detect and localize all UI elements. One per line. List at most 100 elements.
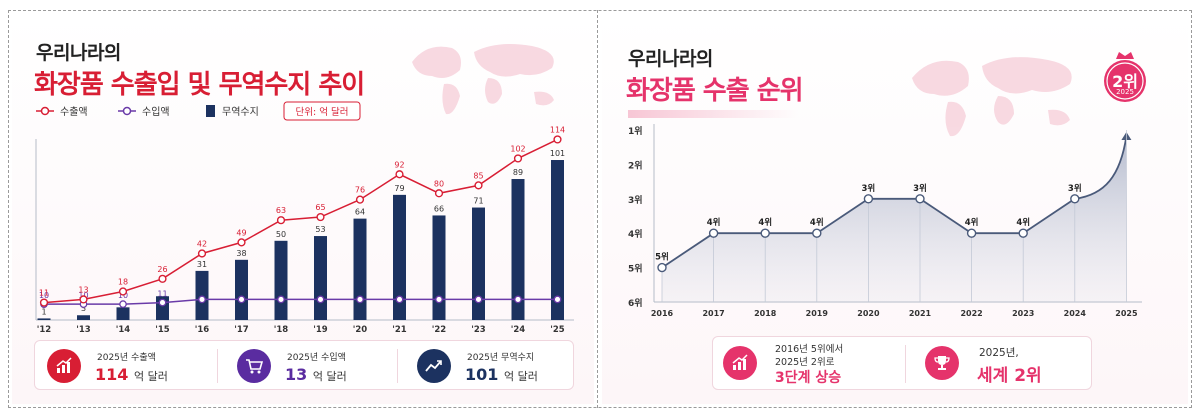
legend-balance: 무역수지 [222, 106, 259, 118]
rise-line2: 2025년 2위로 [775, 357, 835, 368]
import-point [237, 295, 246, 304]
bar-trade-balance [511, 179, 525, 320]
rank-panel: 우리나라의 화장품 수출 순위 1위 2위 3위 4위 5위 6위 2016 2017 2018… [602, 14, 1188, 404]
rank-point [657, 262, 667, 273]
badge-year: 2025 [1116, 88, 1134, 96]
bar-label: 101 [550, 149, 565, 158]
export-label: 26 [157, 265, 167, 274]
title-line1: 우리나라의 [628, 48, 713, 70]
export-line [43, 138, 558, 304]
bar-label: 71 [473, 197, 483, 206]
trade-panel: 우리나라의 화장품 수출입 및 무역수지 추이 수출액 수입액 무역수지 단위:… [12, 14, 594, 404]
x-tick-label: 2021 [909, 309, 932, 318]
export-point [316, 212, 325, 222]
bar-label: 66 [434, 204, 444, 213]
x-tick-label: '19 [313, 325, 328, 335]
bar-trade-balance [116, 307, 130, 320]
x-tick-label: '12 [37, 325, 52, 335]
balance-summary-label: 2025년 무역수지 [467, 353, 535, 363]
trade-chart: 1 '12 3 '13 '14 '15 31 '16 38 '17 50 '18 53 '19 64 '20 7… [35, 125, 574, 335]
title-underline [628, 110, 798, 118]
world-map-decoration [912, 57, 1072, 137]
rank-point [1018, 228, 1028, 238]
import-line [44, 298, 558, 305]
bar-label: 1 [41, 307, 46, 316]
import-point [119, 300, 127, 309]
export-point [553, 135, 562, 144]
x-tick-label: '15 [155, 325, 170, 335]
growth-chart-icon [723, 346, 757, 380]
y-tick-label: 5위 [628, 263, 643, 275]
crown-icon [1116, 52, 1134, 59]
bar-trade-balance [432, 215, 446, 320]
export-label: 65 [315, 203, 325, 212]
import-point [158, 298, 167, 307]
rank-badge: 2위 2025 [1102, 50, 1148, 104]
import-point [277, 295, 285, 304]
rank-label: 4위 [965, 217, 979, 228]
world-map-decoration [412, 44, 554, 115]
x-tick-label: 2019 [806, 309, 829, 318]
import-summary-label: 2025년 수입액 [287, 353, 346, 363]
cart-icon [237, 349, 271, 383]
rank-label: 3위 [913, 183, 927, 194]
x-tick-label: 2016 [651, 309, 674, 318]
x-tick-label: '21 [392, 325, 407, 335]
x-tick-label: '14 [116, 325, 131, 335]
x-tick-label: '16 [195, 325, 210, 335]
bar-trade-balance [195, 270, 209, 320]
rank-line [661, 135, 1128, 269]
bar-trade-balance [353, 218, 367, 320]
summary-separator [397, 349, 398, 383]
world-rank-value: 세계 2위 [977, 366, 1042, 386]
rank-point [708, 228, 719, 238]
page-title: 화장품 수출입 및 무역수지 추이 [34, 70, 365, 100]
bar-label: 50 [276, 230, 286, 239]
rank-label: 4위 [758, 217, 772, 228]
export-label: 11 [39, 289, 49, 298]
rank-point [915, 194, 925, 204]
bar-label: 79 [394, 184, 404, 193]
rank-label: 5위 [655, 252, 669, 263]
export-point [197, 249, 207, 258]
import-point [356, 295, 364, 304]
page-title: 화장품 수출 순위 [626, 76, 804, 106]
badge-rank: 2위 [1112, 72, 1138, 91]
unit-label: 단위: 억 달러 [296, 106, 349, 118]
export-label: 42 [197, 239, 207, 248]
export-point [79, 295, 88, 304]
export-point [474, 181, 483, 190]
export-point [118, 287, 128, 296]
rank-point [812, 228, 822, 238]
trophy-icon [925, 346, 959, 380]
x-tick-label: 2022 [960, 309, 982, 318]
bar-label: 89 [513, 168, 523, 177]
rank-point [1070, 194, 1080, 204]
export-point [158, 274, 167, 283]
bar-label: 31 [197, 260, 207, 269]
x-tick-label: '24 [511, 325, 526, 335]
chart-legend: 수출액 수입액 무역수지 단위: 억 달러 [36, 101, 361, 121]
x-tick-label: '22 [432, 325, 447, 335]
rank-label: 4위 [707, 217, 721, 228]
title-line1: 우리나라의 [36, 42, 121, 64]
export-point [513, 154, 523, 163]
x-tick-label: '18 [274, 325, 289, 335]
trend-up-icon [417, 349, 451, 383]
x-tick-label: 2023 [1012, 309, 1034, 318]
import-label: 10 [118, 291, 128, 300]
bar-label: 38 [236, 249, 246, 258]
export-label: 49 [236, 228, 246, 237]
import-label: 10 [39, 291, 49, 300]
summary-separator [217, 349, 218, 383]
x-tick-label: 2025 [1115, 309, 1138, 318]
import-point [553, 295, 562, 304]
x-tick-label: '23 [471, 325, 486, 335]
rank-label: 4위 [1016, 217, 1030, 228]
export-point [39, 298, 49, 307]
y-tick-label: 2위 [628, 159, 643, 171]
outer-frame [8, 10, 1192, 408]
x-tick-label: '13 [76, 325, 91, 335]
export-label: 18 [118, 277, 128, 286]
world-rank-label: 2025년, [979, 347, 1019, 359]
